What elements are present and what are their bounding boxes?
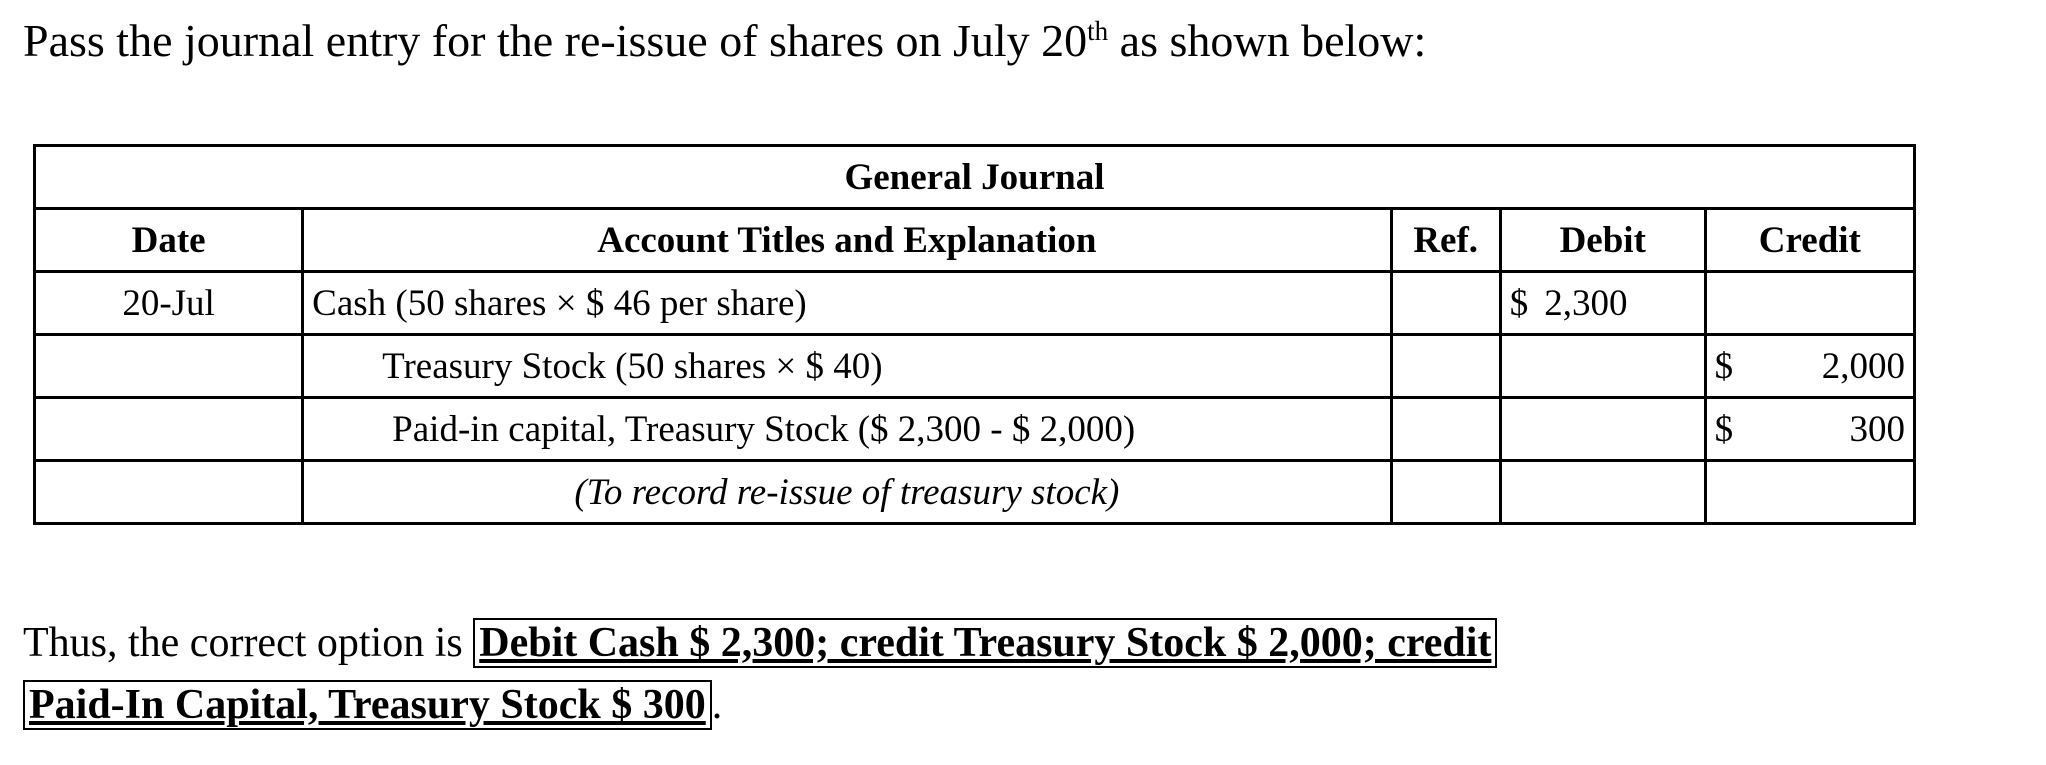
cell-debit [1498,459,1707,525]
header-ref: Ref. [1389,207,1502,273]
cell-narration: (To record re-issue of treasury stock) [301,459,1393,525]
header-credit: Credit [1703,207,1917,273]
cell-date [32,459,305,525]
cell-ref [1389,396,1502,462]
cell-debit [1498,396,1707,462]
cell-credit [1703,270,1917,336]
currency-symbol: $ [1509,282,1529,324]
credit-amount: 2,000 [1821,345,1905,387]
cell-ref [1389,459,1502,525]
intro-superscript: th [1087,16,1109,46]
header-account: Account Titles and Explanation [301,207,1393,273]
cell-debit [1498,333,1707,399]
intro-suffix: as shown below: [1108,15,1427,66]
conclusion-prefix: Thus, the correct option is [23,620,474,666]
cell-debit: $2,300 [1498,270,1707,336]
cell-ref [1389,333,1502,399]
answer-highlight-line2: Paid-In Capital, Treasury Stock $ 300 [23,680,712,730]
journal-title: General Journal [33,144,1916,210]
cell-date [32,396,305,462]
question-intro: Pass the journal entry for the re-issue … [23,14,1426,67]
table-row: Treasury Stock (50 shares × $ 40) $2,000 [32,333,1917,399]
debit-amount: 2,300 [1544,282,1628,324]
credit-amount: 300 [1849,408,1906,450]
general-journal-table: General Journal Date Account Titles and … [32,144,1917,525]
cell-account: Paid-in capital, Treasury Stock ($ 2,300… [301,396,1393,462]
header-debit: Debit [1498,207,1707,273]
cell-date [32,333,305,399]
cell-credit [1703,459,1917,525]
journal-title-row: General Journal [33,144,1916,210]
intro-text: Pass the journal entry for the re-issue … [23,15,1088,66]
header-row: Date Account Titles and Explanation Ref.… [32,207,1917,273]
table-row: 20-Jul Cash (50 shares × $ 46 per share)… [32,270,1917,336]
currency-symbol: $ [1714,408,1734,450]
cell-date: 20-Jul [32,270,305,336]
cell-ref [1389,270,1502,336]
table-row: (To record re-issue of treasury stock) [32,459,1917,525]
currency-symbol: $ [1714,345,1734,387]
header-date: Date [32,207,305,273]
cell-credit: $2,000 [1703,333,1917,399]
cell-credit: $300 [1703,396,1917,462]
answer-highlight-line1: Debit Cash $ 2,300; credit Treasury Stoc… [473,618,1498,668]
table-row: Paid-in capital, Treasury Stock ($ 2,300… [32,396,1917,462]
conclusion-suffix: . [711,682,723,728]
cell-account: Cash (50 shares × $ 46 per share) [301,270,1393,336]
cell-account: Treasury Stock (50 shares × $ 40) [301,333,1393,399]
conclusion: Thus, the correct option is Debit Cash $… [23,612,1943,736]
